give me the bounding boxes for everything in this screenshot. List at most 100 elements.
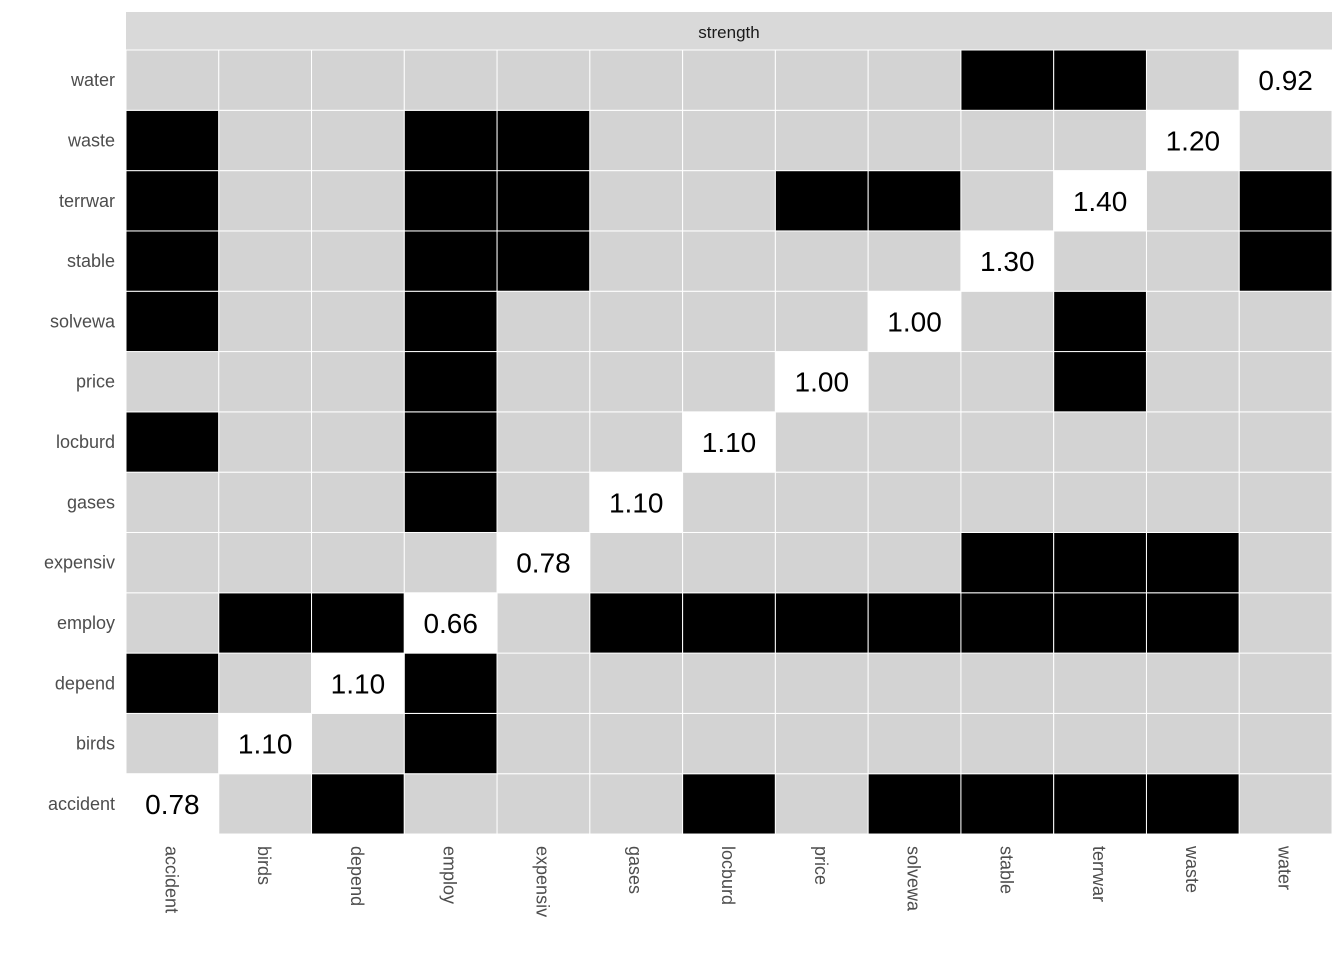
x-axis-tick-labels: accident birds depend employ expensiv gases lo… [161, 845, 1294, 917]
heatmap-cell-locburd-price [774, 411, 869, 473]
heatmap-cell-gases-birds [218, 471, 313, 533]
diagonal-value-label: 0.78 [145, 789, 200, 820]
heatmap-cell-depend-accident [125, 652, 220, 714]
y-tick-label: waste [67, 130, 115, 150]
heatmap-cell-stable-depend [311, 230, 405, 292]
heatmap-cell-stable-employ [403, 230, 498, 292]
heatmap-cell-stable-locburd [682, 230, 776, 292]
heatmap-cell-terrwar-depend [311, 170, 405, 232]
heatmap-cell-terrwar-employ [403, 170, 498, 232]
heatmap-cell-price-terrwar [1053, 351, 1147, 413]
heatmap-cell-expensiv-stable [960, 531, 1055, 594]
heatmap-cell-depend-employ [403, 652, 498, 714]
heatmap-cell-stable-birds [218, 230, 313, 292]
diagonal-value-label: 1.20 [1166, 125, 1221, 156]
heatmap-cell-stable-accident [125, 230, 220, 292]
heatmap-cell-employ-solvewa [867, 592, 962, 654]
heatmap-cell-gases-solvewa [867, 471, 962, 533]
heatmap-cell-depend-locburd [682, 652, 776, 714]
heatmap-cell-accident-solvewa [867, 773, 962, 835]
heatmap-cell-waste-water [1238, 109, 1333, 172]
heatmap-cell-employ-stable [960, 592, 1055, 654]
heatmap-cell-price-gases [589, 351, 684, 413]
heatmap-cell-depend-water [1238, 652, 1333, 714]
heatmap-cell-water-water [1238, 49, 1333, 111]
heatmap-cell-solvewa-expensiv [496, 290, 591, 353]
heatmap-cell-locburd-terrwar [1053, 411, 1147, 473]
x-tick-label: price [811, 846, 831, 885]
heatmap-cell-stable-price [774, 230, 869, 292]
heatmap-cell-stable-terrwar [1053, 230, 1147, 292]
heatmap-cell-birds-water [1238, 712, 1333, 775]
heatmap-cell-accident-depend [311, 773, 405, 835]
heatmap-cell-solvewa-locburd [682, 290, 776, 353]
heatmap-cell-waste-accident [125, 109, 220, 172]
heatmap-cell-stable-gases [589, 230, 684, 292]
heatmap-cell-water-stable [960, 49, 1055, 111]
heatmap-cell-accident-terrwar [1053, 773, 1147, 835]
heatmap-cell-terrwar-solvewa [867, 170, 962, 232]
heatmap-cell-accident-waste [1145, 773, 1240, 835]
heatmap-cell-solvewa-employ [403, 290, 498, 353]
x-tick-label: waste [1182, 845, 1202, 893]
diagonal-value-label: 1.40 [1073, 186, 1128, 217]
heatmap-cell-water-solvewa [867, 49, 962, 111]
diagonal-labels: 0.78 1.10 1.10 0.66 0.78 1.10 1.10 1.00 1.00 1.30… [145, 65, 1313, 820]
heatmap-cell-water-employ [403, 49, 498, 111]
heatmap-cell-solvewa-depend [311, 290, 405, 353]
heatmap-cell-locburd-employ [403, 411, 498, 473]
heatmap-cell-gases-stable [960, 471, 1055, 533]
heatmap-cell-stable-water [1238, 230, 1333, 292]
heatmap-cell-accident-stable [960, 773, 1055, 835]
heatmap-cell-expensiv-waste [1145, 531, 1240, 594]
heatmap-cell-employ-terrwar [1053, 592, 1147, 654]
heatmap-cell-depend-terrwar [1053, 652, 1147, 714]
y-tick-label: accident [48, 794, 115, 814]
heatmap-cell-expensiv-water [1238, 531, 1333, 594]
heatmap-cell-waste-locburd [682, 109, 776, 172]
heatmap-cell-birds-solvewa [867, 712, 962, 775]
x-tick-label: water [1275, 845, 1295, 890]
heatmap-cell-employ-expensiv [496, 592, 591, 654]
heatmap-cell-terrwar-water [1238, 170, 1333, 232]
heatmap-cell-employ-locburd [682, 592, 776, 654]
heatmap-cell-locburd-solvewa [867, 411, 962, 473]
heatmap-cell-solvewa-waste [1145, 290, 1240, 353]
heatmap-cell-employ-water [1238, 592, 1333, 654]
heatmap-cell-locburd-locburd [682, 411, 776, 473]
heatmap-cell-water-terrwar [1053, 49, 1147, 111]
heatmap-cell-expensiv-employ [403, 531, 498, 594]
diagonal-value-label: 1.30 [980, 246, 1035, 277]
x-tick-label: locburd [718, 846, 738, 905]
strip-background [126, 12, 1332, 50]
heatmap-cells [125, 49, 1333, 835]
y-tick-label: birds [76, 734, 115, 754]
heatmap-cell-gases-gases [589, 471, 684, 533]
heatmap-cell-stable-stable [960, 230, 1055, 292]
x-tick-label: terrwar [1089, 846, 1109, 902]
y-tick-label: stable [67, 251, 115, 271]
heatmap-cell-waste-terrwar [1053, 109, 1147, 172]
heatmap-cell-accident-birds [218, 773, 313, 835]
heatmap-cell-expensiv-locburd [682, 531, 776, 594]
heatmap-cell-solvewa-accident [125, 290, 220, 353]
heatmap-cell-accident-expensiv [496, 773, 591, 835]
heatmap-cell-terrwar-stable [960, 170, 1055, 232]
heatmap-cell-birds-depend [311, 712, 405, 775]
heatmap-cell-price-depend [311, 351, 405, 413]
heatmap-cell-price-water [1238, 351, 1333, 413]
heatmap-cell-water-waste [1145, 49, 1240, 111]
heatmap-cell-water-expensiv [496, 49, 591, 111]
heatmap-cell-employ-accident [125, 592, 220, 654]
heatmap-cell-expensiv-depend [311, 531, 405, 594]
heatmap-cell-water-price [774, 49, 869, 111]
heatmap-cell-price-birds [218, 351, 313, 413]
y-tick-label: price [76, 372, 115, 392]
heatmap-cell-birds-accident [125, 712, 220, 775]
heatmap-cell-terrwar-expensiv [496, 170, 591, 232]
heatmap-cell-depend-price [774, 652, 869, 714]
heatmap-cell-locburd-gases [589, 411, 684, 473]
heatmap-cell-depend-gases [589, 652, 684, 714]
heatmap-cell-locburd-accident [125, 411, 220, 473]
